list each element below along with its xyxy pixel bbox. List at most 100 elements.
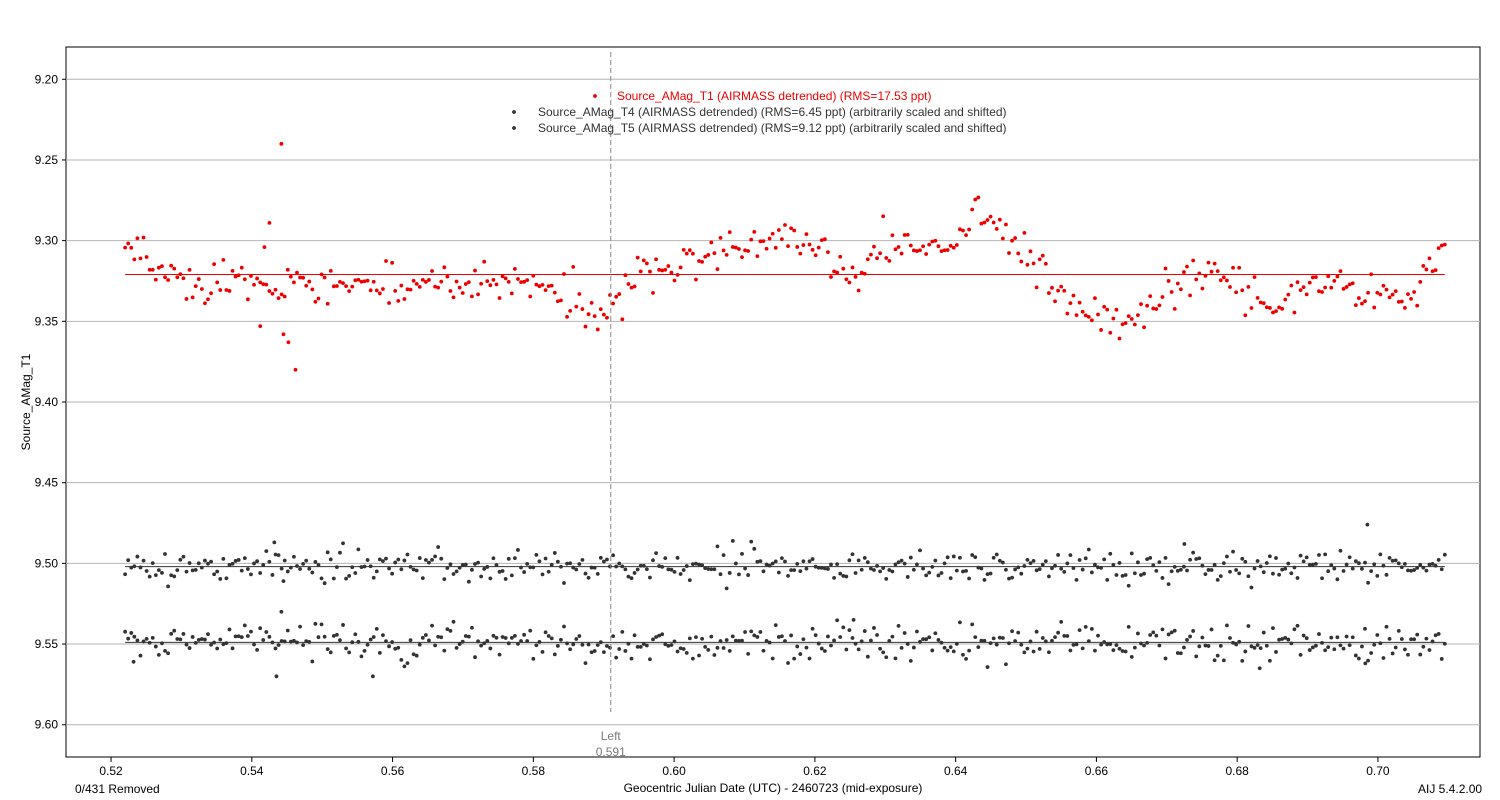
data-point-series-1 (951, 554, 956, 559)
data-point-series-2 (282, 639, 287, 644)
data-point-series-2 (635, 644, 640, 649)
data-point-series-0 (160, 264, 164, 268)
data-point-series-1 (902, 561, 907, 566)
data-point-series-0 (1403, 305, 1407, 310)
data-point-series-2 (648, 657, 652, 662)
data-point-series-0 (1277, 305, 1281, 310)
data-point-series-1 (436, 545, 441, 549)
data-point-series-1 (1047, 574, 1051, 579)
data-point-series-1 (387, 566, 391, 571)
data-point-series-2 (239, 635, 244, 640)
data-point-series-1 (1314, 561, 1318, 566)
data-point-series-0 (847, 280, 852, 285)
data-point-series-0 (1077, 300, 1082, 305)
data-point-series-1 (525, 561, 530, 566)
data-point-series-2 (181, 632, 186, 636)
data-point-series-0 (258, 280, 263, 285)
data-point-series-2 (1053, 635, 1057, 640)
data-point-series-1 (1019, 571, 1024, 576)
data-point-series-0 (1369, 272, 1374, 277)
data-point-series-1 (1197, 556, 1202, 561)
data-point-series-2 (1117, 646, 1122, 651)
data-point-series-2 (350, 640, 355, 645)
data-point-series-0 (279, 292, 284, 297)
data-point-series-1 (1326, 569, 1331, 574)
data-point-series-1 (1274, 556, 1278, 560)
data-point-series-2 (1056, 630, 1061, 635)
marker-lines[interactable]: Left 0.591 (596, 52, 626, 759)
data-point-series-1 (660, 564, 665, 569)
data-point-series-2 (1145, 641, 1150, 645)
data-point-series-2 (199, 637, 204, 641)
x-tick-label: 0.62 (803, 764, 827, 778)
data-point-series-1 (1365, 522, 1370, 527)
data-point-series-2 (516, 641, 520, 646)
data-point-series-2 (473, 655, 477, 660)
data-point-series-0 (512, 267, 517, 271)
data-point-series-2 (328, 650, 333, 655)
data-point-series-2 (1274, 650, 1278, 654)
data-point-series-1 (1406, 568, 1410, 573)
data-point-series-0 (555, 299, 560, 304)
data-point-series-0 (307, 279, 312, 284)
data-point-series-2 (1424, 636, 1429, 641)
y-tick-label: 9.40 (35, 395, 59, 409)
data-point-series-0 (252, 282, 256, 287)
data-point-series-0 (328, 269, 333, 273)
data-point-series-0 (697, 259, 701, 263)
data-point-series-0 (1136, 313, 1140, 317)
data-point-series-2 (703, 644, 708, 649)
data-point-series-0 (1271, 310, 1275, 315)
data-point-series-2 (1415, 632, 1420, 637)
data-point-series-1 (172, 574, 177, 579)
removed-count[interactable]: 0/431 Removed (75, 782, 160, 796)
data-point-series-2 (733, 638, 738, 643)
data-point-series-1 (758, 559, 763, 564)
data-point-series-0 (264, 282, 269, 287)
data-point-series-2 (890, 634, 895, 639)
data-point-series-1 (961, 569, 965, 574)
data-point-series-1 (964, 568, 968, 573)
data-point-series-0 (939, 249, 944, 254)
data-point-series-1 (1375, 573, 1380, 578)
data-point-series-1 (982, 578, 987, 582)
data-point-series-2 (485, 638, 490, 643)
data-point-series-1 (804, 566, 809, 571)
data-point-series-0 (405, 287, 410, 292)
data-point-series-2 (598, 640, 603, 644)
data-point-series-1 (1007, 576, 1011, 581)
data-point-series-1 (1083, 556, 1088, 561)
data-point-series-0 (694, 277, 698, 282)
data-point-series-0 (715, 267, 720, 272)
data-point-series-1 (199, 565, 204, 570)
data-point-series-0 (279, 141, 284, 146)
data-point-series-1 (147, 574, 152, 579)
data-point-series-0 (1314, 275, 1318, 280)
data-point-series-1 (537, 559, 542, 564)
data-point-series-1 (414, 568, 419, 573)
data-point-series-2 (1390, 651, 1395, 656)
data-point-series-0 (442, 265, 447, 270)
data-point-series-2 (1396, 629, 1401, 633)
data-point-series-0 (236, 273, 241, 278)
data-point-series-0 (786, 244, 790, 249)
data-point-series-0 (755, 254, 760, 258)
data-point-series-0 (872, 244, 876, 249)
data-point-series-2 (976, 645, 981, 650)
data-point-series-1 (506, 556, 511, 561)
data-point-series-2 (690, 656, 695, 661)
data-point-series-0 (1169, 290, 1174, 294)
data-point-series-2 (1212, 658, 1217, 663)
data-point-series-2 (261, 638, 266, 642)
data-point-series-2 (577, 634, 582, 638)
data-point-series-2 (153, 644, 158, 649)
data-point-series-2 (264, 630, 269, 634)
data-point-series-2 (175, 637, 180, 641)
data-point-series-2 (255, 647, 259, 652)
data-point-series-0 (1034, 285, 1039, 290)
data-point-series-0 (838, 254, 843, 259)
data-point-series-0 (1439, 243, 1444, 248)
data-point-series-2 (430, 623, 434, 628)
data-point-series-0 (767, 236, 772, 241)
data-point-series-1 (948, 576, 953, 581)
